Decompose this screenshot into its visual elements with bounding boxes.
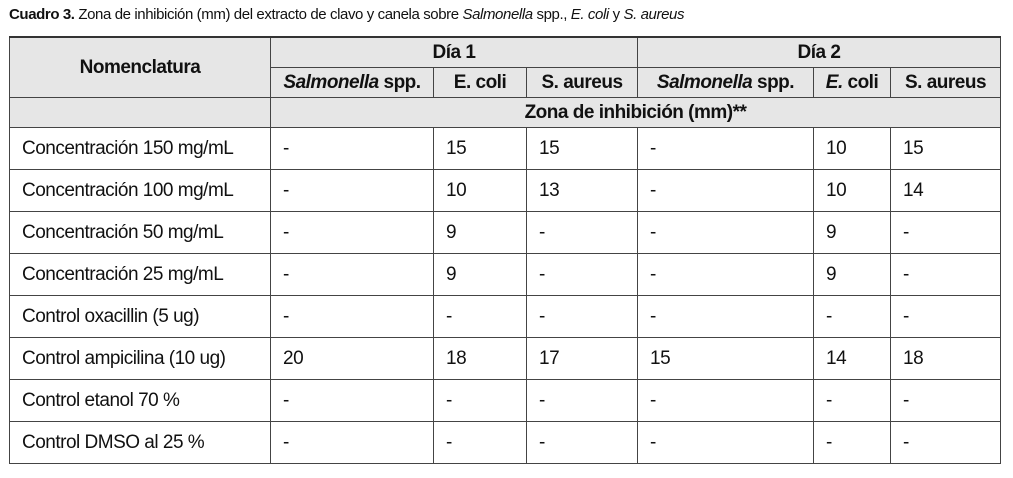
cell-value: - (270, 253, 434, 296)
table-row: Concentración 100 mg/mL -10 13-10 14 (9, 169, 1001, 212)
caption-italic: S. aureus (623, 6, 685, 23)
cell-value: 20 (270, 337, 434, 380)
cell-value: - (890, 379, 1001, 422)
row-name: Control etanol 70 % (9, 379, 271, 422)
italic: Salmonella (656, 71, 753, 93)
table-row: Concentración 50 mg/mL -9- -9- (9, 211, 1001, 254)
table-row: Concentración 150 mg/mL -15 15-10 15 (9, 127, 1001, 170)
cell-value: - (637, 379, 814, 422)
row-name: Control oxacillin (5 ug) (9, 295, 271, 338)
cell-value: - (270, 169, 434, 212)
cell-value: - (637, 253, 814, 296)
italic: Salmonella (283, 71, 379, 93)
cell-value: 10 (813, 127, 891, 170)
italic: E. (825, 71, 843, 93)
cell-value: - (526, 253, 638, 296)
caption-text: Zona de inhibición (mm) del extracto de … (74, 6, 463, 23)
cell-value: - (270, 127, 434, 170)
header-zona: Zona de inhibición (mm)** (270, 97, 1001, 128)
row-name: Concentración 100 mg/mL (9, 169, 271, 212)
header-day2: Día 2 (637, 36, 1001, 68)
cell-value: 18 (433, 337, 527, 380)
table-row: Concentración 25 mg/mL -9- -9- (9, 253, 1001, 296)
table-row: Control oxacillin (5 ug) - - - - - - (9, 295, 1001, 338)
cell-value: - (270, 379, 434, 422)
cell-value: - (526, 421, 638, 464)
header-ecoli-d1: E. coli (433, 67, 527, 98)
inhibition-table: Nomenclatura Día 1 Día 2 Salmonella spp.… (9, 36, 1001, 464)
row-name: Concentración 25 mg/mL (9, 253, 271, 296)
cell-value: - (433, 421, 527, 464)
row-name: Control ampicilina (10 ug) (9, 337, 271, 380)
cell-value: - (433, 295, 527, 338)
cell-value: - (637, 295, 814, 338)
text: coli (842, 71, 879, 93)
text: spp. (752, 71, 795, 93)
table-row: Control ampicilina (10 ug) 20 18 17 15 14 18 (9, 337, 1001, 380)
cell-value: 18 (890, 337, 1001, 380)
cell-value: 15 (433, 127, 527, 170)
cell-value: - (433, 379, 527, 422)
cell-value: - (270, 421, 434, 464)
cell-value: 10 (433, 169, 527, 212)
header-saureus-d2: S. aureus (890, 67, 1001, 98)
table-row: Control DMSO al 25 % - - - - - - (9, 421, 1001, 464)
cell-value: 14 (890, 169, 1001, 212)
cell-value: - (890, 421, 1001, 464)
text: spp. (378, 71, 422, 93)
cell-value: - (526, 379, 638, 422)
cell-value: - (270, 211, 434, 254)
header-nomenclatura: Nomenclatura (9, 36, 271, 98)
cell-value: - (637, 211, 814, 254)
caption-italic: E. coli (570, 6, 609, 23)
caption-label: Cuadro 3. (9, 6, 75, 23)
cell-value: 15 (890, 127, 1001, 170)
cell-value: - (813, 379, 891, 422)
cell-value: - (890, 295, 1001, 338)
cell-value: 15 (526, 127, 638, 170)
cell-value: - (637, 169, 814, 212)
cell-value: 17 (526, 337, 638, 380)
cell-value: - (813, 421, 891, 464)
cell-value: 9 (813, 211, 891, 254)
header-blank (9, 97, 271, 128)
cell-value: - (270, 295, 434, 338)
cell-value: 9 (813, 253, 891, 296)
cell-value: - (526, 295, 638, 338)
cell-value: - (637, 127, 814, 170)
row-name: Control DMSO al 25 % (9, 421, 271, 464)
caption-text: y (608, 6, 624, 23)
row-name: Concentración 150 mg/mL (9, 127, 271, 170)
cell-value: 9 (433, 211, 527, 254)
cell-value: 14 (813, 337, 891, 380)
cell-value: - (637, 421, 814, 464)
cell-value: 10 (813, 169, 891, 212)
header-ecoli-d2: E. coli (813, 67, 891, 98)
table-row: Control etanol 70 % - - - - - - (9, 379, 1001, 422)
cell-value: - (890, 253, 1001, 296)
caption-text: spp., (532, 6, 571, 23)
header-salmonella-d2: Salmonella spp. (637, 67, 814, 98)
cell-value: 15 (637, 337, 814, 380)
cell-value: 13 (526, 169, 638, 212)
caption-italic: Salmonella (462, 6, 533, 23)
row-name: Concentración 50 mg/mL (9, 211, 271, 254)
table-caption: Cuadro 3. Zona de inhibición (mm) del ex… (9, 6, 684, 23)
cell-value: - (813, 295, 891, 338)
header-saureus-d1: S. aureus (526, 67, 638, 98)
header-day1: Día 1 (270, 36, 638, 68)
cell-value: - (526, 211, 638, 254)
cell-value: - (890, 211, 1001, 254)
header-salmonella-d1: Salmonella spp. (270, 67, 434, 98)
cell-value: 9 (433, 253, 527, 296)
